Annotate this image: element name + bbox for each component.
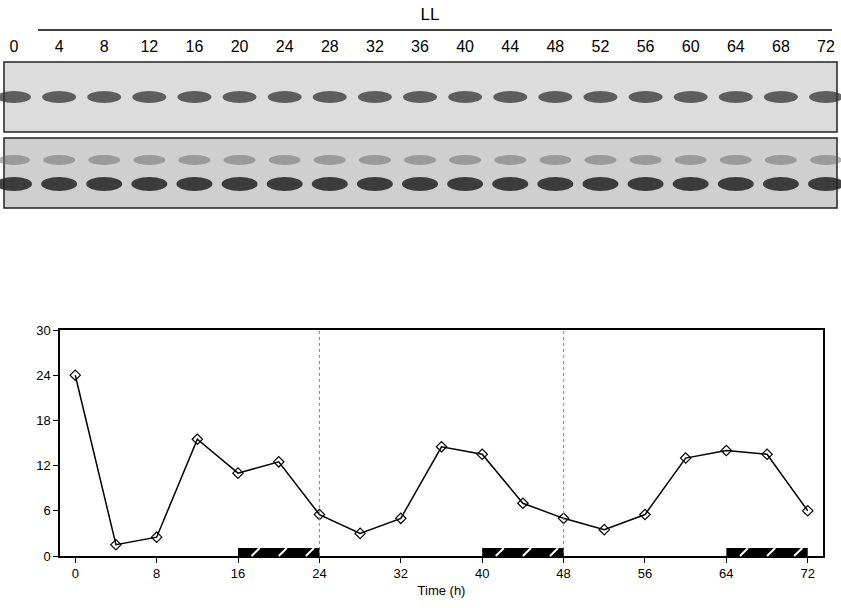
svg-text:52: 52 — [592, 38, 610, 55]
svg-text:24: 24 — [312, 566, 326, 581]
svg-text:56: 56 — [637, 38, 655, 55]
svg-text:72: 72 — [817, 38, 835, 55]
svg-text:12: 12 — [140, 38, 158, 55]
svg-text:64: 64 — [719, 566, 733, 581]
svg-text:Time (h): Time (h) — [418, 583, 466, 598]
svg-text:56: 56 — [638, 566, 652, 581]
svg-text:8: 8 — [153, 566, 160, 581]
svg-text:4: 4 — [55, 38, 64, 55]
svg-text:64: 64 — [727, 38, 745, 55]
svg-text:32: 32 — [366, 38, 384, 55]
svg-text:40: 40 — [456, 38, 474, 55]
svg-text:32: 32 — [394, 566, 408, 581]
svg-text:60: 60 — [682, 38, 700, 55]
svg-text:12: 12 — [36, 458, 50, 473]
svg-text:LL: LL — [421, 5, 440, 24]
svg-text:72: 72 — [801, 566, 815, 581]
svg-text:48: 48 — [546, 38, 564, 55]
svg-text:28: 28 — [321, 38, 339, 55]
svg-text:0: 0 — [10, 38, 19, 55]
svg-text:16: 16 — [231, 566, 245, 581]
svg-text:18: 18 — [36, 413, 50, 428]
svg-text:48: 48 — [556, 566, 570, 581]
svg-text:6: 6 — [43, 503, 50, 518]
svg-text:36: 36 — [411, 38, 429, 55]
svg-text:20: 20 — [231, 38, 249, 55]
svg-text:68: 68 — [772, 38, 790, 55]
svg-text:0: 0 — [72, 566, 79, 581]
svg-text:40: 40 — [475, 566, 489, 581]
svg-text:8: 8 — [100, 38, 109, 55]
svg-text:30: 30 — [36, 323, 50, 338]
svg-text:16: 16 — [186, 38, 204, 55]
svg-text:24: 24 — [276, 38, 294, 55]
svg-text:0: 0 — [43, 549, 50, 564]
svg-text:44: 44 — [501, 38, 519, 55]
svg-text:24: 24 — [36, 368, 50, 383]
